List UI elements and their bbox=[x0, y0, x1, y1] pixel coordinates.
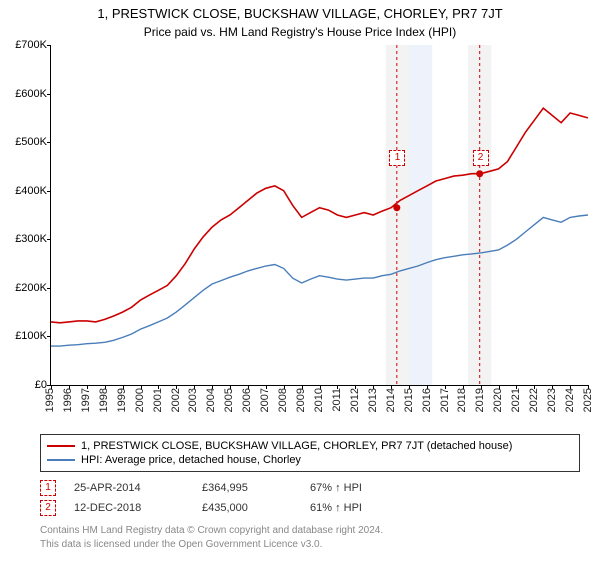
y-axis-label: £400K bbox=[15, 185, 47, 197]
x-axis-label: 1997 bbox=[80, 388, 92, 412]
legend-swatch bbox=[47, 445, 75, 447]
x-axis-label: 2018 bbox=[456, 388, 468, 412]
chart-title: 1, PRESTWICK CLOSE, BUCKSHAW VILLAGE, CH… bbox=[0, 6, 600, 21]
x-axis-label: 2017 bbox=[439, 388, 451, 412]
chart-marker: 1 bbox=[389, 150, 405, 166]
footer-line: This data is licensed under the Open Gov… bbox=[40, 538, 580, 552]
x-axis-label: 2005 bbox=[223, 388, 235, 412]
x-axis-label: 2023 bbox=[546, 388, 558, 412]
transaction-row: 1 25-APR-2014 £364,995 67% ↑ HPI bbox=[40, 478, 580, 498]
x-axis-label: 1996 bbox=[62, 388, 74, 412]
x-axis-label: 2019 bbox=[474, 388, 486, 412]
x-axis-label: 1995 bbox=[44, 388, 56, 412]
row-date: 12-DEC-2018 bbox=[74, 502, 184, 514]
x-axis-label: 2013 bbox=[367, 388, 379, 412]
x-axis-label: 2006 bbox=[241, 388, 253, 412]
chart-container: 1, PRESTWICK CLOSE, BUCKSHAW VILLAGE, CH… bbox=[0, 6, 600, 566]
x-axis-label: 2011 bbox=[331, 388, 343, 412]
y-axis-label: £700K bbox=[15, 39, 47, 51]
row-pct: 67% ↑ HPI bbox=[310, 482, 410, 494]
chart-svg bbox=[51, 45, 588, 385]
transaction-rows: 1 25-APR-2014 £364,995 67% ↑ HPI 2 12-DEC-201… bbox=[40, 478, 580, 518]
legend: 1, PRESTWICK CLOSE, BUCKSHAW VILLAGE, CH… bbox=[40, 434, 580, 472]
x-axis-label: 1998 bbox=[98, 388, 110, 412]
legend-item: 1, PRESTWICK CLOSE, BUCKSHAW VILLAGE, CH… bbox=[47, 439, 573, 453]
x-axis-label: 2021 bbox=[510, 388, 522, 412]
legend-label: HPI: Average price, detached house, Chor… bbox=[81, 454, 301, 466]
row-price: £364,995 bbox=[202, 482, 292, 494]
x-axis-label: 2009 bbox=[295, 388, 307, 412]
x-axis-label: 2015 bbox=[403, 388, 415, 412]
row-pct: 61% ↑ HPI bbox=[310, 502, 410, 514]
row-marker: 1 bbox=[40, 480, 56, 496]
legend-swatch bbox=[47, 459, 75, 461]
x-axis-label: 2022 bbox=[528, 388, 540, 412]
x-axis-label: 2002 bbox=[170, 388, 182, 412]
x-axis-label: 2004 bbox=[205, 388, 217, 412]
transaction-row: 2 12-DEC-2018 £435,000 61% ↑ HPI bbox=[40, 498, 580, 518]
x-axis-label: 2025 bbox=[582, 388, 594, 412]
row-marker: 2 bbox=[40, 500, 56, 516]
chart-subtitle: Price paid vs. HM Land Registry's House … bbox=[0, 25, 600, 39]
x-axis-label: 2014 bbox=[385, 388, 397, 412]
legend-item: HPI: Average price, detached house, Chor… bbox=[47, 453, 573, 467]
row-price: £435,000 bbox=[202, 502, 292, 514]
footer-text: Contains HM Land Registry data © Crown c… bbox=[40, 524, 580, 551]
row-date: 25-APR-2014 bbox=[74, 482, 184, 494]
chart-marker: 2 bbox=[473, 150, 489, 166]
x-axis-labels: 1995199619971998199920002001200220032004… bbox=[50, 386, 588, 426]
y-axis-label: £300K bbox=[15, 233, 47, 245]
x-axis-label: 2001 bbox=[152, 388, 164, 412]
x-axis-label: 2008 bbox=[277, 388, 289, 412]
x-axis-label: 2003 bbox=[187, 388, 199, 412]
y-axis-label: £600K bbox=[15, 88, 47, 100]
y-axis-label: £200K bbox=[15, 282, 47, 294]
x-axis-label: 2012 bbox=[349, 388, 361, 412]
x-axis-label: 2000 bbox=[134, 388, 146, 412]
footer-line: Contains HM Land Registry data © Crown c… bbox=[40, 524, 580, 538]
x-axis-label: 2010 bbox=[313, 388, 325, 412]
x-axis-label: 2016 bbox=[421, 388, 433, 412]
y-axis-label: £500K bbox=[15, 136, 47, 148]
plot-area: £0£100K£200K£300K£400K£500K£600K£700K12 bbox=[50, 45, 588, 386]
legend-label: 1, PRESTWICK CLOSE, BUCKSHAW VILLAGE, CH… bbox=[81, 440, 512, 452]
x-axis-label: 2020 bbox=[492, 388, 504, 412]
x-axis-label: 2007 bbox=[259, 388, 271, 412]
x-axis-label: 1999 bbox=[116, 388, 128, 412]
x-axis-label: 2024 bbox=[564, 388, 576, 412]
y-axis-label: £100K bbox=[15, 330, 47, 342]
